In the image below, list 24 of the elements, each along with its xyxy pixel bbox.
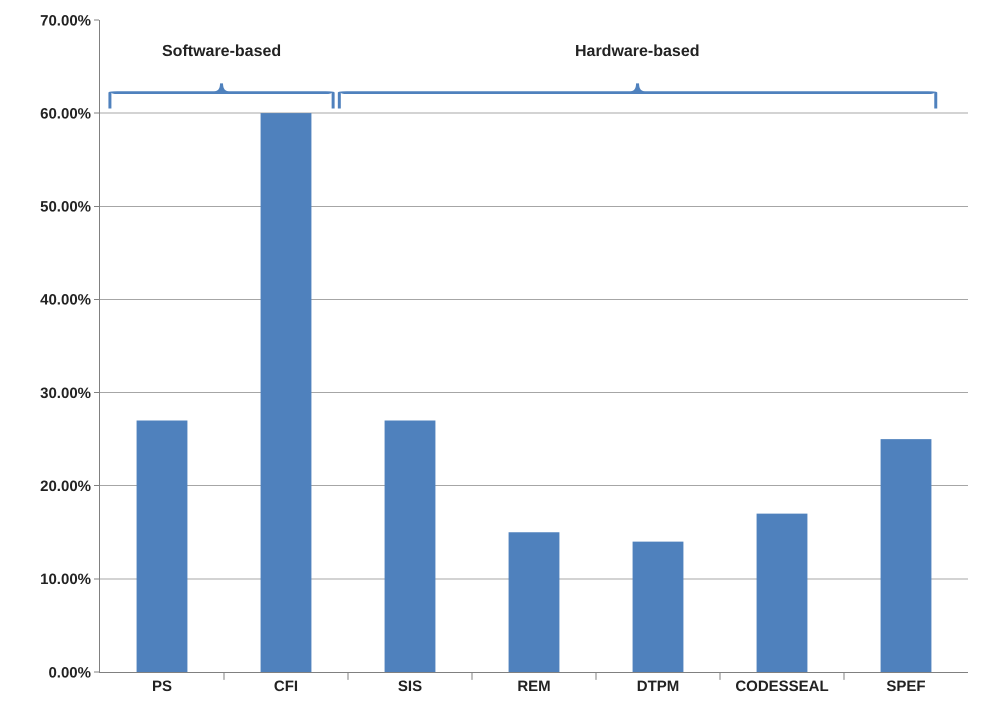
bar [136, 420, 188, 672]
x-tick-label: CFI [274, 678, 298, 695]
y-tick-label: 60.00% [40, 105, 91, 122]
bar [384, 420, 436, 672]
x-tick-label: DTPM [636, 678, 680, 695]
y-tick-label: 0.00% [48, 664, 91, 682]
bar [632, 542, 684, 672]
bar [880, 439, 932, 672]
bar [756, 514, 808, 672]
x-tick-label: SPEF [886, 678, 926, 695]
annotation: Hardware-based [575, 43, 700, 60]
y-tick-label: 10.00% [40, 571, 91, 588]
bar [260, 113, 312, 672]
y-tick-label: 40.00% [40, 292, 91, 309]
y-tick-label: 30.00% [40, 384, 91, 402]
bar [508, 532, 560, 672]
y-tick-label: 70.00% [40, 12, 91, 30]
y-tick-label: 20.00% [40, 478, 91, 495]
x-tick-label: PS [152, 678, 172, 695]
y-tick-label: 50.00% [40, 198, 91, 216]
x-tick-label: REM [517, 678, 551, 695]
x-tick-label: CODESSEAL [735, 678, 829, 695]
annotation: Software-based [162, 43, 282, 60]
x-tick-label: SIS [398, 678, 422, 695]
